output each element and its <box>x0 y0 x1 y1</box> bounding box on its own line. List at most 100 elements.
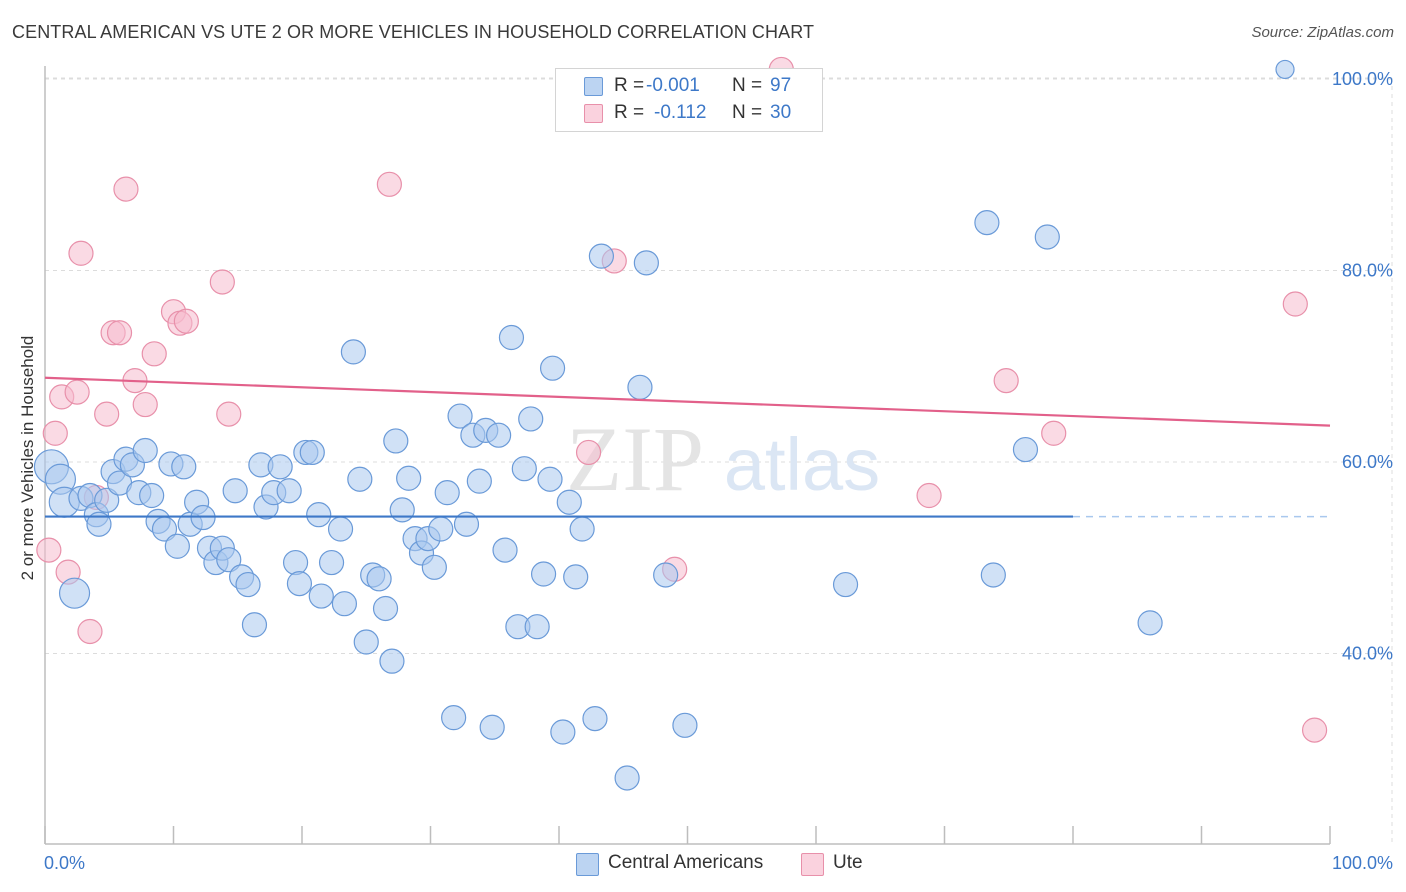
data-point <box>389 497 415 523</box>
data-point <box>447 403 473 429</box>
watermark: ZIP atlas <box>566 408 880 510</box>
data-point <box>383 428 409 454</box>
source-label: Source: ZipAtlas.com <box>1251 24 1394 41</box>
data-point <box>132 437 158 464</box>
bottom-legend-swatch-pink <box>801 853 824 876</box>
y-tick-label: 40.0% <box>1342 644 1393 664</box>
data-point <box>453 511 480 537</box>
data-point <box>524 614 550 640</box>
y-tick-label: 100.0% <box>1332 69 1393 89</box>
data-point <box>308 583 334 609</box>
data-point <box>141 341 167 367</box>
data-point <box>1012 436 1039 463</box>
data-point <box>993 368 1019 394</box>
y-tick-label: 60.0% <box>1342 452 1393 472</box>
data-point <box>173 308 199 334</box>
data-point <box>77 618 103 645</box>
data-point <box>588 243 615 269</box>
data-point <box>1282 291 1308 317</box>
data-point <box>171 454 197 480</box>
x-tick-label: 0.0% <box>44 853 85 873</box>
data-point <box>68 240 94 266</box>
data-point <box>672 712 698 738</box>
data-point <box>530 561 557 587</box>
data-point <box>1275 59 1295 80</box>
data-point <box>327 516 354 542</box>
data-point <box>916 482 942 509</box>
legend-n-label: N = <box>732 102 763 123</box>
data-point <box>539 355 566 381</box>
data-point <box>267 454 293 480</box>
data-point <box>1041 420 1067 446</box>
data-point <box>286 571 313 597</box>
data-point <box>563 564 589 590</box>
data-point <box>282 549 309 576</box>
data-point <box>86 511 112 537</box>
data-point <box>633 250 659 276</box>
legend-swatch-pink <box>584 104 603 123</box>
data-point <box>366 566 392 592</box>
data-point <box>1137 610 1163 636</box>
data-point <box>164 533 190 559</box>
data-point <box>396 465 422 491</box>
data-point <box>94 487 120 513</box>
data-point <box>492 537 518 563</box>
watermark-atlas: atlas <box>724 423 880 506</box>
data-point <box>441 705 467 731</box>
data-point <box>347 466 373 492</box>
ute-points <box>36 56 1328 743</box>
data-point <box>1034 224 1060 250</box>
data-point <box>353 629 379 655</box>
trend-lines <box>44 376 1331 518</box>
data-point <box>94 401 120 427</box>
data-point <box>331 591 358 617</box>
data-point <box>64 379 90 405</box>
data-point <box>42 420 68 446</box>
x-tick-label: 100.0% <box>1332 853 1393 873</box>
data-point <box>1301 717 1328 743</box>
data-point <box>974 210 1000 236</box>
data-point <box>550 719 576 745</box>
y-tick-labels: 40.0% 60.0% 80.0% 100.0% <box>1332 69 1393 664</box>
data-point <box>518 406 544 432</box>
x-tick-labels: 0.0% 100.0% <box>44 853 1393 873</box>
data-point <box>466 468 492 494</box>
data-point <box>276 478 302 504</box>
data-point <box>318 549 345 576</box>
data-point <box>132 391 158 418</box>
data-point <box>379 648 405 674</box>
data-point <box>113 176 139 202</box>
legend-swatch-blue <box>584 77 603 96</box>
data-point <box>434 480 460 506</box>
data-point <box>627 374 653 400</box>
data-point <box>653 562 679 588</box>
y-tick-label: 80.0% <box>1342 261 1393 281</box>
data-point <box>216 401 242 427</box>
correlation-legend: R = -0.001 N = 97 R = -0.112 N = 30 <box>555 68 823 132</box>
data-point <box>428 516 454 542</box>
bottom-legend-label: Central Americans <box>608 852 764 873</box>
data-point <box>58 577 91 609</box>
data-point <box>569 516 595 542</box>
data-point <box>235 571 261 598</box>
data-point <box>36 537 62 563</box>
data-point <box>376 171 402 197</box>
bottom-legend-swatch-blue <box>576 853 599 876</box>
data-point <box>209 269 235 295</box>
data-point <box>582 706 608 732</box>
data-point <box>216 547 242 573</box>
data-point <box>537 466 563 492</box>
data-point <box>556 489 582 515</box>
data-point <box>421 554 447 580</box>
data-point <box>306 502 332 528</box>
data-point <box>139 482 165 509</box>
gridlines <box>45 77 1393 844</box>
data-point <box>614 765 640 791</box>
chart-title: CENTRAL AMERICAN VS UTE 2 OR MORE VEHICL… <box>12 22 815 42</box>
data-point <box>575 439 602 466</box>
data-point <box>340 339 366 365</box>
legend-r-label: R = <box>614 75 645 96</box>
data-point <box>479 714 505 740</box>
data-point <box>980 562 1006 588</box>
